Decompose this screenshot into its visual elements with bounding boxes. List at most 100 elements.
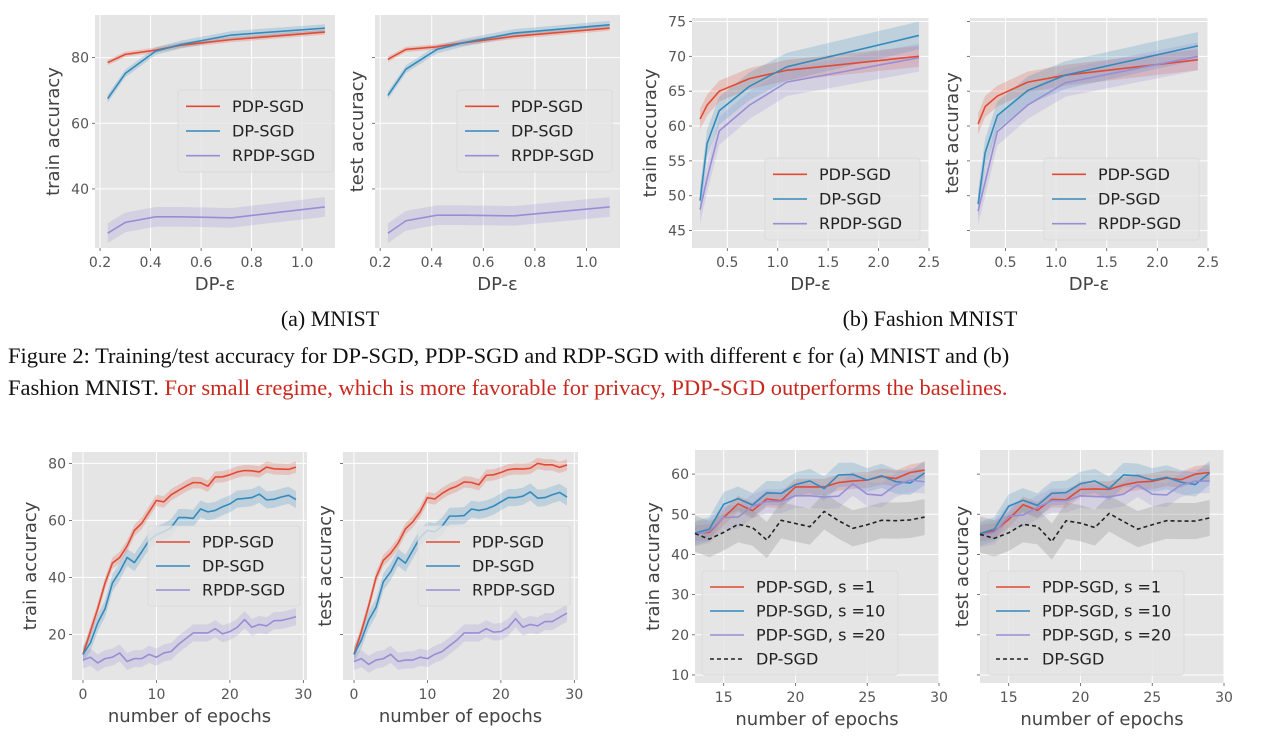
x-tick-label: 25 <box>858 690 876 706</box>
legend-label: DP-SGD <box>202 557 264 576</box>
legend-label: PDP-SGD <box>819 165 891 184</box>
subcaption-mnist: (a) MNIST <box>280 306 380 331</box>
confidence-band-pdp <box>978 49 1198 135</box>
y-tick-label: 40 <box>71 182 89 198</box>
series-line-rpdp <box>107 206 325 234</box>
legend-box <box>177 89 334 173</box>
legend: PDP-SGD DP-SGD RPDP-SGD <box>456 89 613 173</box>
legend-label: RPDP-SGD <box>202 581 285 600</box>
x-tick-label: 15 <box>715 690 733 706</box>
series-line-pdp <box>699 55 919 120</box>
x-tick-label: 2.5 <box>918 255 940 271</box>
legend-box <box>701 570 899 676</box>
y-axis-label: test accuracy <box>347 70 368 192</box>
legend: PDP-SGD DP-SGD RPDP-SGD <box>177 89 334 173</box>
series-points-dp <box>978 45 1198 205</box>
series-line-rpdp <box>82 615 297 664</box>
y-tick-label: 75 <box>668 14 686 30</box>
x-tick-label: 2.0 <box>1146 255 1168 271</box>
series-points-dp <box>387 24 610 96</box>
legend-label: RPDP-SGD <box>511 146 594 165</box>
y-tick-label: 45 <box>668 224 686 240</box>
legend-label: DP-SGD <box>472 557 534 576</box>
confidence-band-rpdp <box>695 468 925 547</box>
y-tick-label: 60 <box>671 467 689 483</box>
y-axis-label: train accuracy <box>640 68 661 197</box>
x-tick-label: 0 <box>79 687 88 703</box>
legend-label: RPDP-SGD <box>819 214 902 233</box>
x-tick-label: 20 <box>221 687 239 703</box>
series-points-dp <box>694 472 925 534</box>
series-line-pdp <box>353 462 568 655</box>
series-line-pdp <box>82 466 297 655</box>
x-axis-label: number of epochs <box>1020 709 1183 730</box>
series-line-dp <box>353 491 568 655</box>
x-tick-label: 25 <box>1143 690 1161 706</box>
subcaption-fashion-mnist: (b) Fashion MNIST <box>842 306 1018 331</box>
x-tick-label: 0.6 <box>190 255 212 271</box>
legend-label: DP-SGD <box>756 650 818 669</box>
y-tick-label: 50 <box>668 189 686 205</box>
series-points-rpdp <box>700 57 919 210</box>
y-tick-label: 30 <box>671 588 689 604</box>
chart-epochs-train-svg: 0 10 20 30 20 40 60 80 number of epochs train acc… <box>20 452 312 727</box>
y-axis-label: train accuracy <box>643 502 664 631</box>
x-tick-label: 2.0 <box>867 255 889 271</box>
legend-label: RPDP-SGD <box>472 581 555 600</box>
x-tick-label: 20 <box>787 690 805 706</box>
figure-caption: Figure 2: Training/test accuracy for DP-… <box>8 340 1264 404</box>
x-axis-label: DP-ε <box>195 274 236 295</box>
legend-label: DP-SGD <box>232 122 294 141</box>
legend-box <box>1043 157 1200 241</box>
series-points-pdp <box>700 56 919 120</box>
legend-label: PDP-SGD, s =10 <box>1042 602 1171 621</box>
series-line-dp <box>82 493 297 655</box>
y-tick-label: 20 <box>671 628 689 644</box>
x-tick-label: 1.0 <box>575 255 597 271</box>
y-tick-label: 60 <box>48 513 66 529</box>
x-tick-label: 0.8 <box>240 255 262 271</box>
chart-mnist-test: 0.2 0.4 0.6 0.8 1.0 DP-ε test accuracy PDP-SGD D… <box>330 0 630 300</box>
chart-mnist-train-svg: 0.2 0.4 0.6 0.8 1.0 40 60 80 DP-ε train accuracy P… <box>43 15 335 295</box>
legend-label: DP-SGD <box>1098 190 1160 209</box>
series-points-pdp <box>354 463 567 655</box>
x-axis-label: number of epochs <box>379 706 542 727</box>
chart-sparsity-train-svg: 15 20 25 30 10 20 30 40 50 60 number of epochs trai… <box>643 450 948 730</box>
chart-fmnist-train-svg: 0.5 1.0 1.5 2.0 2.5 45 50 55 60 65 70 75 DP-ε train a… <box>640 14 940 295</box>
legend-label: PDP-SGD <box>232 97 304 116</box>
x-tick-label: 1.5 <box>817 255 839 271</box>
legend: PDP-SGD DP-SGD RPDP-SGD <box>1043 157 1200 241</box>
x-tick-label: 1.0 <box>767 255 789 271</box>
x-tick-label: 10 <box>148 687 166 703</box>
legend-label: DP-SGD <box>511 122 573 141</box>
series-points-rpdp <box>354 613 567 665</box>
y-tick-label: 65 <box>668 84 686 100</box>
y-tick-label: 70 <box>668 49 686 65</box>
confidence-band-rpdp <box>107 197 325 244</box>
y-tick-label: 40 <box>48 570 66 586</box>
series-line-rpdp <box>387 206 610 234</box>
y-tick-label: 80 <box>71 51 89 67</box>
series-line-dp <box>977 45 1199 205</box>
y-axis-label: test accuracy <box>942 72 963 194</box>
series-points-rpdp <box>387 206 610 234</box>
x-tick-label: 0.4 <box>421 255 443 271</box>
y-tick-label: 60 <box>71 116 89 132</box>
caption-line-2: Fashion MNIST. For small ϵregime, which … <box>8 372 1264 404</box>
x-tick-label: 0.2 <box>89 255 111 271</box>
series-points-dp_dashed <box>694 511 925 540</box>
series-line-dp <box>699 34 920 201</box>
legend-label: PDP-SGD, s =20 <box>1042 626 1171 645</box>
legend-box <box>456 89 613 173</box>
chart-sparsity-test-svg: 15 20 25 30 number of epochs test accuracy PDP… <box>952 450 1233 730</box>
x-tick-label: 0.5 <box>994 255 1016 271</box>
legend-label: PDP-SGD, s =1 <box>1042 578 1161 597</box>
confidence-band-dp <box>978 31 1198 219</box>
confidence-band-pdp <box>695 462 925 542</box>
confidence-band-rpdp <box>980 468 1210 548</box>
y-tick-label: 50 <box>671 507 689 523</box>
series-line-dp_dashed <box>979 512 1210 543</box>
chart-fmnist-test-svg: 0.5 1.0 1.5 2.0 2.5 DP-ε test accuracy PDP-SGD D… <box>942 18 1219 295</box>
y-tick-label: 80 <box>48 456 66 472</box>
confidence-band-dp <box>107 24 325 103</box>
